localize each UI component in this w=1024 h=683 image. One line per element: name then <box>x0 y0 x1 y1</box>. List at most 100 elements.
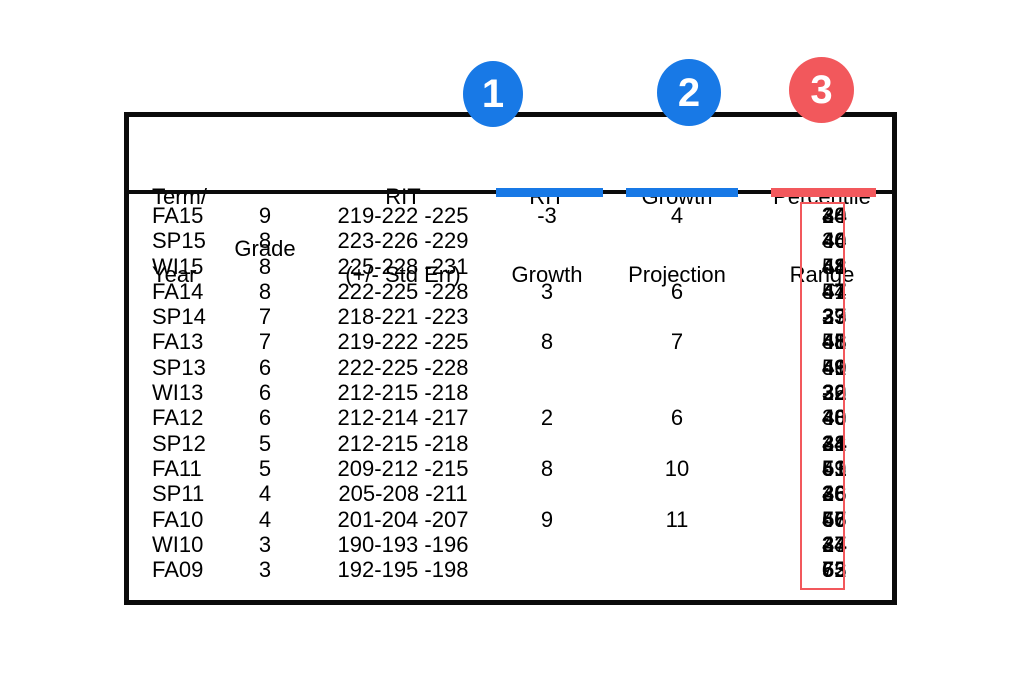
table-row: FA10 4 201-204 -207 9 11 47-56-65 <box>129 507 892 532</box>
table-row: SP14 7 218-221 -223 27-33-39 <box>129 304 892 329</box>
table-body: FA15 9 219-222 -225 -3 4 28-34-40 SP15 8… <box>129 203 892 583</box>
term-cell: WI10 <box>152 531 204 557</box>
growth-projection-cell <box>607 481 747 506</box>
dash: - <box>822 228 830 254</box>
term-cell: FA12 <box>152 405 204 431</box>
table-row: WI13 6 212-215 -218 26-32-39 <box>129 380 892 405</box>
dash: - <box>822 253 830 279</box>
percentile-high: 54 <box>822 253 847 279</box>
term-cell: FA09 <box>152 557 204 583</box>
percentile-high: 43 <box>822 481 847 507</box>
rit-growth-cell <box>477 380 617 405</box>
growth-projection-cell <box>607 380 747 405</box>
column-header-grade: Grade <box>234 236 296 261</box>
callout-number: 2 <box>677 70 701 115</box>
dash: - <box>822 405 830 431</box>
growth-projection-cell: 4 <box>670 203 684 228</box>
dash: - <box>822 354 830 380</box>
dash: - <box>822 455 830 481</box>
rit-cell: 223-226 -229 <box>337 228 469 254</box>
column-header-rit-growth: RIT Growth <box>511 184 583 287</box>
percentile-low: 43 <box>822 455 847 481</box>
rit-growth-cell <box>477 355 617 380</box>
percentile-low: 28 <box>822 203 847 228</box>
percentile-range-cell: 41-47-54 <box>742 279 902 304</box>
percentile-mid: 48 <box>822 329 847 355</box>
growth-projection-cell <box>607 228 747 253</box>
percentile-range-cell: 28-34-41 <box>742 431 902 456</box>
percentile-range-cell: 28-34-40 <box>742 203 902 228</box>
percentile-mid: 47 <box>822 278 847 304</box>
percentile-range-cell: 27-34-43 <box>742 532 902 557</box>
rit-growth-cell <box>477 228 617 253</box>
dash: - <box>822 531 830 557</box>
percentile-low: 34 <box>822 228 847 254</box>
percentile-mid: 34 <box>822 430 847 456</box>
rit-cell: 219-222 -225 <box>337 203 469 228</box>
growth-projection-cell <box>607 557 747 582</box>
term-cell: FA13 <box>152 329 204 355</box>
grade-cell: 8 <box>258 278 272 304</box>
dash: - <box>822 405 830 431</box>
table-row: FA14 8 222-225 -228 3 6 41-47-54 <box>129 279 892 304</box>
rit-cell: 190-193 -196 <box>337 531 469 557</box>
term-cell: SP14 <box>152 304 206 330</box>
column-header-rit: RIT (+/- Std Err) <box>345 184 461 287</box>
dash: - <box>822 304 830 330</box>
growth-projection-cell: 6 <box>670 278 684 304</box>
rit-growth-cell: 8 <box>540 455 554 481</box>
callout-marker-2: 2 <box>657 59 721 126</box>
grade-cell: 8 <box>258 253 272 279</box>
percentile-low: 26 <box>822 380 847 406</box>
rit-growth-cell: 9 <box>540 506 554 532</box>
table-row: FA11 5 209-212 -215 8 10 43-51-59 <box>129 456 892 481</box>
percentile-range-cell: 27-33-39 <box>742 304 902 329</box>
dash: - <box>822 380 830 406</box>
rit-growth-cell <box>477 557 617 582</box>
percentile-high: 48 <box>822 405 847 431</box>
grade-cell: 6 <box>258 354 272 380</box>
rit-cell: 212-215 -218 <box>337 380 469 406</box>
dash: - <box>822 203 830 228</box>
percentile-high: 46 <box>822 228 847 254</box>
rit-growth-cell: 3 <box>540 278 554 304</box>
table-row: FA15 9 219-222 -225 -3 4 28-34-40 <box>129 203 892 228</box>
percentile-range-underline <box>771 188 876 197</box>
callout-number: 3 <box>810 68 833 112</box>
grade-cell: 7 <box>258 304 272 330</box>
percentile-high: 59 <box>822 455 847 481</box>
dash: - <box>822 506 830 532</box>
grade-cell: 3 <box>258 557 272 583</box>
dash: - <box>822 506 830 532</box>
percentile-high: 72 <box>822 557 847 583</box>
dash: - <box>822 430 830 456</box>
rit-growth-cell <box>477 431 617 456</box>
percentile-mid: 32 <box>822 380 847 406</box>
grade-cell: 7 <box>258 329 272 355</box>
grade-cell: 5 <box>258 430 272 456</box>
dash: - <box>822 329 830 355</box>
percentile-mid: 34 <box>822 531 847 557</box>
percentile-range-cell: 55-63-72 <box>742 557 902 582</box>
dash: - <box>822 455 830 481</box>
rit-growth-cell <box>477 532 617 557</box>
callout-number: 1 <box>481 72 505 116</box>
growth-projection-cell <box>607 355 747 380</box>
percentile-mid: 40 <box>822 228 847 254</box>
percentile-high: 39 <box>822 380 847 406</box>
column-header-term-year: Term/ Year <box>152 184 207 287</box>
rit-cell: 218-221 -223 <box>337 304 469 330</box>
rit-cell: 225-228 -231 <box>337 253 469 279</box>
table-row: FA09 3 192-195 -198 55-63-72 <box>129 557 892 582</box>
percentile-range-cell: 43-51-59 <box>742 456 902 481</box>
table-row: SP11 4 205-208 -211 28-36-43 <box>129 481 892 506</box>
percentile-range-cell: 28-36-43 <box>742 481 902 506</box>
report-table: Term/ Year Grade RIT (+/- Std Err) RIT G… <box>124 112 897 605</box>
percentile-high: 40 <box>822 203 847 228</box>
percentile-high: 54 <box>822 278 847 304</box>
rit-growth-cell: 8 <box>540 329 554 355</box>
rit-growth-cell <box>477 254 617 279</box>
percentile-range-cell: 47-56-65 <box>742 507 902 532</box>
growth-projection-cell <box>607 304 747 329</box>
